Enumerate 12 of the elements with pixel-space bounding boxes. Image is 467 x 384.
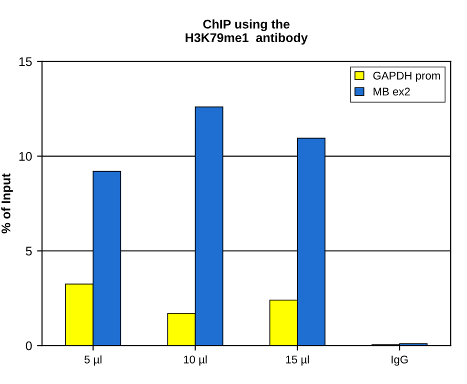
chart-title: ChIP using the H3K79me1 antibody — [186, 19, 308, 45]
x-tick-label: 10 µl — [184, 355, 207, 366]
y-tick-label: 5 — [26, 246, 32, 256]
x-tick-label: 15 µl — [286, 355, 309, 366]
legend-label: GAPDH prom — [373, 72, 440, 82]
y-axis-title: % of Input — [1, 173, 13, 234]
x-tick-label: 5 µl — [84, 355, 102, 366]
y-tick-label: 10 — [19, 152, 32, 161]
y-tick-label: 0 — [26, 341, 32, 350]
x-tick-label: IgG — [392, 356, 408, 366]
y-tick-label: 15 — [19, 57, 32, 66]
legend-label: MB ex2 — [374, 88, 410, 96]
